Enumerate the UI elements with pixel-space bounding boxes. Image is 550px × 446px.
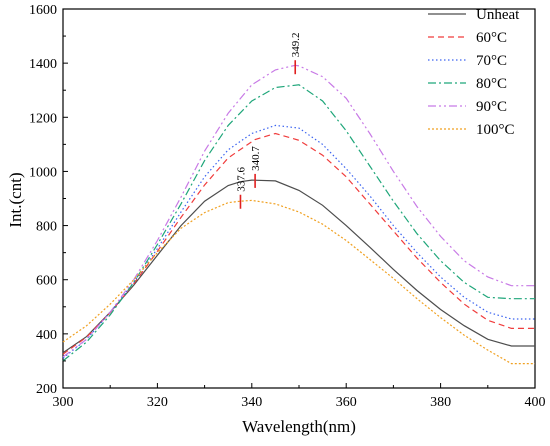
x-axis-title: Wavelength(nm): [242, 417, 356, 436]
peak-label: 349.2: [290, 32, 302, 57]
x-tick-label: 300: [53, 395, 74, 410]
x-tick-label: 360: [336, 395, 357, 410]
series-line: [62, 179, 535, 354]
axes: 300 320 340 360 380 400 200 400 600 800 1000 1200 14…: [29, 3, 546, 410]
legend-label: 90°C: [476, 99, 507, 115]
y-tick-label: 1600: [29, 3, 57, 18]
series-line: [62, 64, 535, 358]
plot-border: [62, 8, 536, 389]
series-line: [62, 124, 535, 359]
series-line: [62, 84, 535, 362]
peak-label: 337.6: [235, 166, 247, 191]
legend-label: 60°C: [476, 30, 507, 46]
legend-label: 70°C: [476, 53, 507, 69]
y-tick-label: 1400: [29, 57, 57, 72]
series-layer: [62, 64, 535, 365]
y-tick-label: 400: [36, 328, 57, 343]
series-line: [62, 199, 535, 365]
x-tick-label: 320: [147, 395, 168, 410]
x-tick-label: 380: [430, 395, 451, 410]
legend-label: 100°C: [476, 122, 515, 138]
x-tick-label: 340: [241, 395, 262, 410]
y-axis-title: Int.(cnt): [6, 172, 25, 227]
peak-label: 340.7: [250, 146, 262, 171]
y-tick-label: 200: [36, 382, 57, 397]
y-tick-label: 1200: [29, 111, 57, 126]
x-tick-label: 400: [525, 395, 546, 410]
legend-label: Unheat: [476, 7, 520, 23]
plot-frame: [62, 8, 536, 389]
y-tick-label: 800: [36, 220, 57, 235]
y-tick-label: 1000: [29, 165, 57, 180]
legend: Unheat 60°C 70°C 80°C 90°C 100°C: [428, 7, 520, 138]
y-tick-label: 600: [36, 274, 57, 289]
legend-label: 80°C: [476, 76, 507, 92]
series-line: [62, 132, 535, 355]
